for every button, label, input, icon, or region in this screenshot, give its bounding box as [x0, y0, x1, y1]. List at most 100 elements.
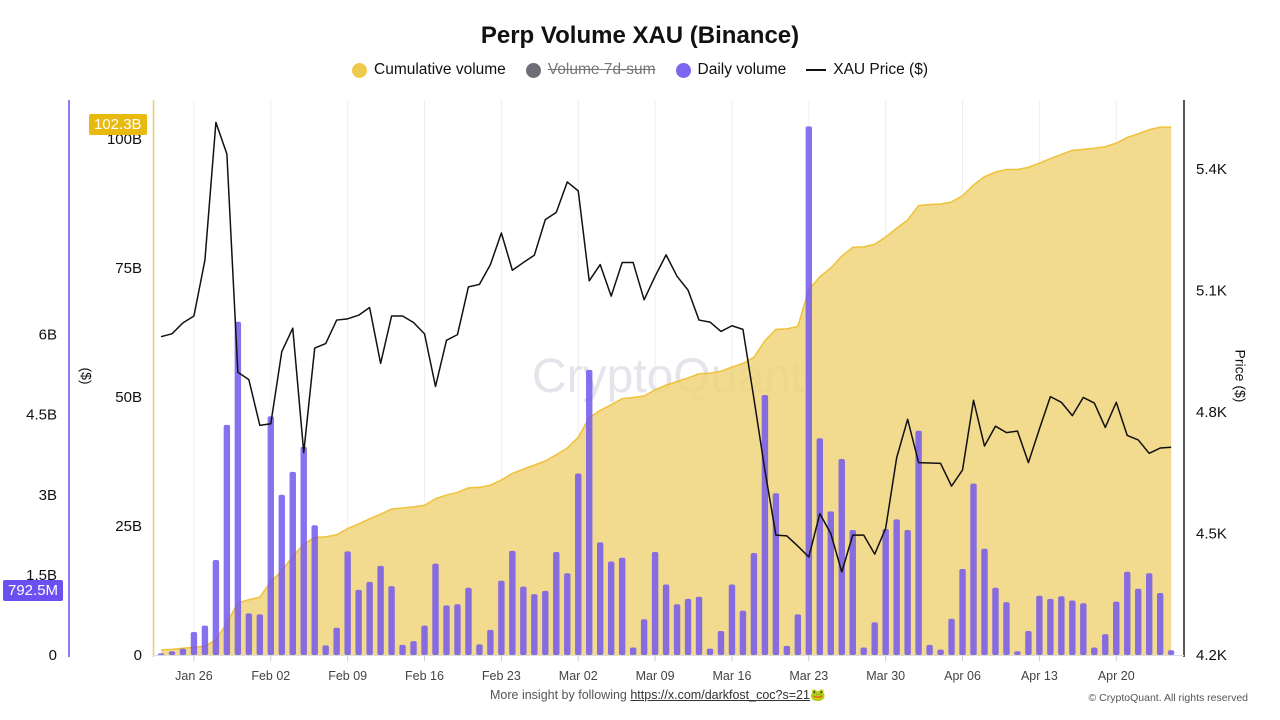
- daily-volume-bar: [1091, 647, 1098, 655]
- daily-volume-bar: [443, 605, 450, 655]
- daily-volume-bar: [168, 651, 176, 655]
- price-tick-label: 5.4K: [1196, 161, 1227, 178]
- legend-label: Daily volume: [697, 61, 787, 78]
- x-tick-label: Apr 06: [944, 669, 981, 683]
- legend-label: XAU Price ($): [833, 61, 928, 78]
- daily-volume-bar: [893, 519, 900, 655]
- x-tick-label: Feb 23: [482, 669, 521, 683]
- cumulative-current-badge: 102.3B: [89, 114, 147, 135]
- daily-volume-bar: [629, 647, 637, 655]
- yellow-dot-icon: [352, 62, 367, 78]
- x-tick-label: Apr 13: [1021, 669, 1058, 683]
- x-tick-label: Mar 02: [559, 669, 598, 683]
- daily-volume-bar: [344, 551, 351, 655]
- daily-tick-label: 1.5B: [26, 567, 57, 584]
- daily-volume-bar: [1135, 588, 1142, 655]
- daily-volume-bar: [234, 321, 242, 655]
- daily-volume-bar: [597, 542, 604, 655]
- daily-volume-bar: [662, 584, 670, 655]
- daily-volume-bar: [1036, 595, 1043, 655]
- x-tick-label: Feb 16: [405, 669, 444, 683]
- daily-volume-bar: [739, 610, 747, 655]
- daily-volume-bar: [190, 632, 198, 655]
- cumulative-tick-label: 75B: [115, 260, 142, 277]
- cumulative-tick-label: 0: [134, 647, 142, 664]
- daily-volume-bar: [706, 648, 714, 655]
- footer-text: More insight by following https://x.com/…: [490, 688, 826, 703]
- daily-tick-label: 6B: [39, 327, 57, 344]
- legend-cumulative-volume[interactable]: Cumulative volume: [352, 61, 506, 79]
- x-tick-label: Feb 09: [328, 669, 367, 683]
- daily-volume-bar: [761, 394, 769, 655]
- daily-volume-bar: [179, 648, 187, 655]
- line-icon: [806, 69, 827, 71]
- daily-volume-bar: [212, 559, 220, 655]
- daily-volume-bar: [311, 525, 318, 655]
- daily-volume-bar: [289, 471, 296, 655]
- footer-prefix: More insight by following: [490, 688, 631, 702]
- x-tick-label: Mar 09: [636, 669, 675, 683]
- daily-volume-bar: [1113, 601, 1120, 655]
- daily-volume-bar: [388, 586, 395, 655]
- daily-volume-bar: [333, 627, 340, 655]
- footer-link[interactable]: https://x.com/darkfost_coc?s=21: [630, 688, 810, 702]
- daily-volume-bar: [783, 645, 791, 655]
- daily-volume-bar: [794, 614, 802, 655]
- daily-volume-bar: [981, 548, 988, 655]
- daily-volume-bar: [1124, 571, 1131, 655]
- daily-volume-bar: [673, 604, 681, 655]
- x-tick-label: Jan 26: [175, 669, 213, 683]
- daily-volume-bar: [454, 604, 461, 655]
- daily-volume-bar: [717, 630, 725, 655]
- daily-tick-label: 4.5B: [26, 407, 57, 424]
- daily-volume-bar: [586, 369, 593, 655]
- daily-volume-bar: [564, 573, 571, 655]
- daily-volume-bar: [1102, 634, 1109, 655]
- legend-volume-7d-sum[interactable]: Volume 7d-sum: [525, 61, 656, 79]
- daily-volume-bar: [575, 473, 582, 655]
- daily-volume-bar: [1058, 596, 1065, 655]
- chart-title: Perp Volume XAU (Binance): [480, 22, 800, 49]
- daily-volume-bar: [1080, 603, 1087, 655]
- daily-volume-bar: [157, 653, 165, 655]
- daily-volume-bar: [651, 551, 659, 655]
- daily-volume-bar: [1156, 593, 1164, 655]
- price-tick-label: 5.1K: [1196, 283, 1227, 300]
- daily-tick-label: 3B: [39, 487, 57, 504]
- legend-daily-volume[interactable]: Daily volume: [675, 61, 787, 79]
- daily-volume-bar: [948, 618, 955, 655]
- daily-volume-bar: [1146, 573, 1153, 655]
- daily-volume-bar: [201, 625, 209, 655]
- daily-volume-bar: [1069, 600, 1076, 655]
- daily-volume-bar: [904, 530, 911, 655]
- legend-label: Volume 7d-sum: [547, 61, 656, 78]
- cumulative-line: [160, 126, 1172, 651]
- daily-volume-bar: [1047, 598, 1054, 655]
- daily-volume-bar: [542, 590, 549, 655]
- cumulative-tick-label: 50B: [115, 389, 142, 406]
- price-tick-label: 4.2K: [1196, 647, 1227, 664]
- daily-volume-bar: [465, 587, 472, 655]
- daily-volume-bar: [618, 557, 626, 655]
- daily-volume-bar: [432, 563, 439, 655]
- daily-volume-bar: [695, 596, 703, 655]
- daily-volume-bar: [399, 644, 406, 655]
- daily-volume-bar: [816, 438, 823, 655]
- daily-volume-bar: [926, 644, 933, 655]
- daily-volume-bar: [322, 645, 329, 655]
- daily-volume-bar: [1167, 650, 1175, 655]
- price-line: [160, 121, 1172, 573]
- legend-xau-price[interactable]: XAU Price ($): [806, 61, 928, 79]
- daily-volume-bar: [805, 126, 813, 656]
- daily-volume-bar: [750, 553, 758, 655]
- daily-volume-bar: [377, 565, 384, 655]
- daily-volume-bar: [410, 641, 417, 655]
- daily-volume-bar: [1014, 651, 1021, 655]
- daily-volume-bar: [849, 530, 856, 655]
- daily-volume-bar: [278, 494, 285, 655]
- x-tick-label: Apr 20: [1098, 669, 1135, 683]
- daily-volume-bar: [223, 424, 231, 655]
- daily-volume-bar: [498, 580, 505, 655]
- daily-volume-bar: [871, 622, 878, 655]
- daily-volume-bar: [937, 649, 944, 655]
